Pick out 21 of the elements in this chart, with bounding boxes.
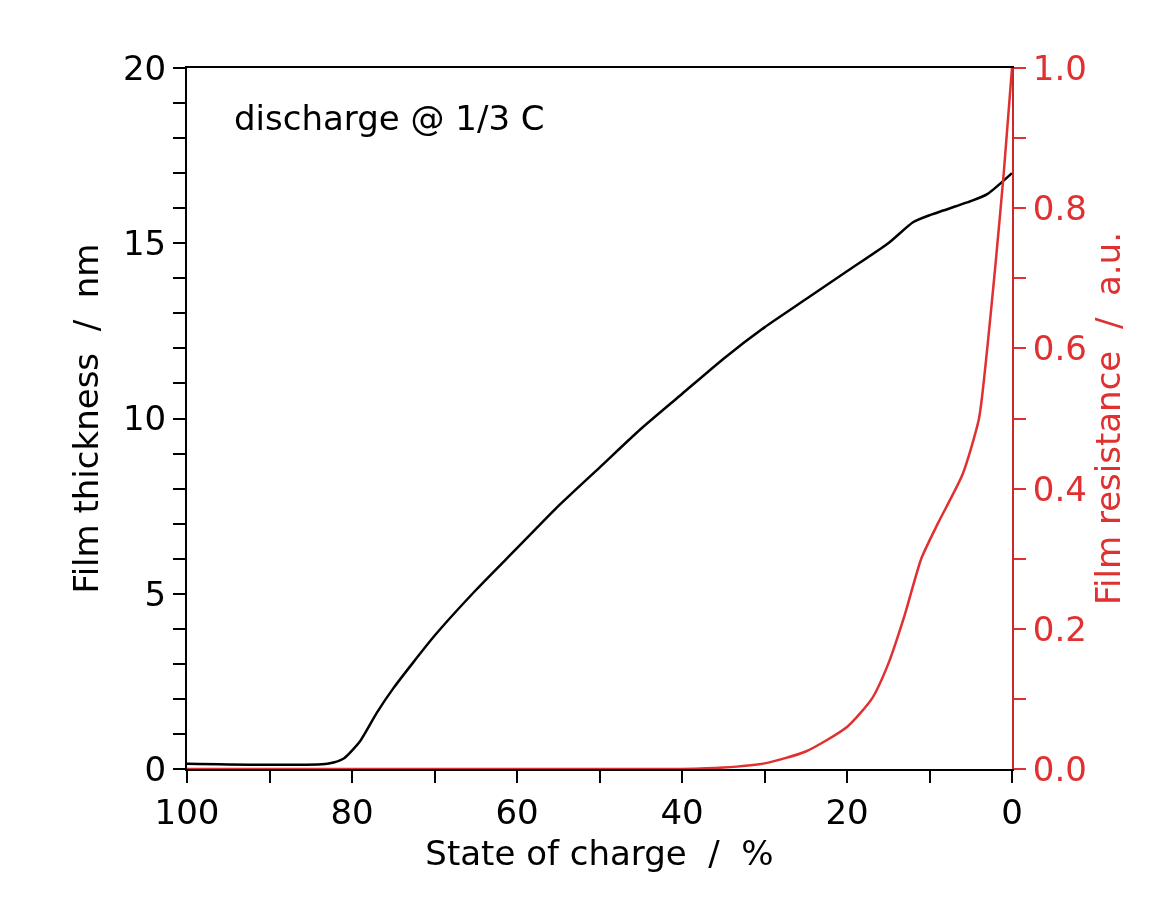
y2-tick-label: 0.4 [1032,468,1087,509]
y-tick-label: 10 [122,398,167,439]
y2-tick-label: 0.8 [1032,188,1087,229]
x-tick-label: 0 [1001,791,1023,832]
annotation: discharge @ 1/3 C [234,98,545,138]
y-tick-label: 15 [122,223,167,264]
x-axis-title: State of charge / % [425,832,774,873]
x-tick-label: 80 [330,791,374,832]
y-tick-label: 0 [144,748,167,789]
y2-tick-label: 1.0 [1032,47,1087,88]
x-tick-label: 60 [495,791,539,832]
x-tick-label: 40 [660,791,704,832]
y2-tick-label: 0.2 [1032,608,1087,649]
y2-tick-label: 0.6 [1032,328,1087,369]
y-tick-label: 20 [122,47,167,88]
x-tick-label: 20 [825,791,869,832]
y-axis-title: Film thickness / nm [66,243,107,594]
y2-axis-title: Film resistance / a.u. [1087,232,1128,605]
y-tick-label: 5 [144,573,167,614]
x-tick-label: 100 [154,791,220,832]
y2-tick-label: 0.0 [1032,748,1087,789]
